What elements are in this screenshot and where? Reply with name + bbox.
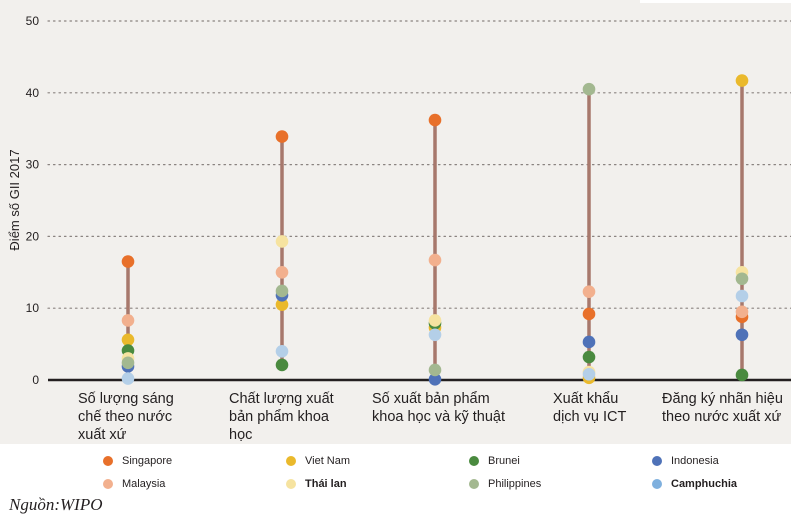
legend-swatch — [469, 479, 479, 489]
data-point — [121, 314, 135, 327]
legend-swatch — [469, 456, 479, 466]
category-label: bản phẩm khoa — [229, 409, 330, 425]
data-point — [735, 305, 749, 319]
data-point — [275, 284, 289, 298]
data-point — [582, 335, 596, 349]
legend-label: Indonesia — [671, 455, 719, 467]
data-point — [582, 285, 596, 298]
legend-label: Camphuchia — [671, 478, 738, 490]
category-label: chế theo nước — [78, 409, 172, 425]
legend-label: Malaysia — [122, 478, 166, 490]
data-point — [275, 266, 289, 279]
top-strip — [640, 0, 791, 3]
data-point — [582, 307, 596, 321]
data-point — [428, 363, 442, 377]
legend-label: Thái lan — [305, 478, 347, 490]
data-point — [121, 333, 135, 347]
legend-item: Thái lan — [286, 476, 347, 492]
data-point — [735, 368, 749, 382]
data-point — [275, 298, 289, 311]
legend-swatch — [286, 479, 296, 489]
data-point — [735, 328, 749, 342]
data-point — [275, 235, 289, 248]
y-tick-label: 0 — [32, 373, 39, 387]
data-point — [735, 272, 749, 286]
category-label: theo nước xuất xứ — [662, 409, 781, 425]
category-label: dịch vụ ICT — [553, 409, 626, 425]
data-point — [121, 372, 135, 385]
y-tick-label: 30 — [26, 158, 40, 172]
data-point — [121, 255, 135, 268]
data-point — [735, 289, 749, 303]
data-point — [275, 344, 289, 358]
y-tick-label: 40 — [26, 86, 40, 100]
category-label: khoa học và kỹ thuật — [372, 409, 505, 425]
legend-label: Viet Nam — [305, 455, 351, 467]
category-label: Số lượng sáng — [78, 391, 174, 407]
category-label: xuất xứ — [78, 427, 127, 443]
y-axis-label: Điểm số GII 2017 — [7, 149, 22, 250]
category-label: Đăng ký nhãn hiệu — [662, 391, 783, 407]
data-point — [582, 82, 596, 96]
plot-area: 0 10 20 30 40 50 Điểm số GII 2017 Số lượng sáng… — [0, 0, 791, 444]
legend-label: Philippines — [488, 478, 542, 490]
category-label: Chất lượng xuất — [229, 391, 334, 407]
legend-swatch — [652, 456, 662, 466]
legend-label: Singapore — [122, 455, 173, 467]
data-point — [275, 358, 289, 372]
data-point — [275, 130, 289, 143]
category-label: Xuất khẩu — [553, 391, 618, 407]
data-point — [582, 350, 596, 364]
data-point — [428, 253, 442, 267]
legend-item: Viet Nam — [286, 453, 350, 469]
legend-swatch — [103, 456, 113, 466]
source-note: Nguồn:WIPO — [9, 495, 103, 514]
y-tick-label: 50 — [26, 14, 40, 28]
legend-label: Brunei — [488, 455, 520, 467]
legend-item: Indonesia — [652, 453, 719, 469]
legend: Singapore Viet Nam Brunei Indonesia Malaysia… — [0, 444, 791, 498]
legend-item: Camphuchia — [652, 476, 737, 492]
data-point — [428, 113, 442, 127]
legend-swatch — [286, 456, 296, 466]
data-point — [428, 372, 442, 386]
legend-swatch — [103, 479, 113, 489]
legend-item: Brunei — [469, 453, 520, 469]
category-label: học — [229, 427, 252, 443]
chart-svg: 0 10 20 30 40 50 Điểm số GII 2017 Số lượng sáng… — [7, 14, 791, 443]
category-label: Số xuất bản phẩm — [372, 391, 490, 407]
legend-item: Singapore — [103, 453, 172, 469]
data-point — [428, 314, 442, 327]
data-point — [582, 367, 596, 381]
data-point — [428, 328, 442, 342]
data-point — [735, 74, 749, 87]
legend-swatch — [652, 479, 662, 489]
data-point — [121, 356, 135, 370]
y-tick-label: 10 — [26, 301, 40, 315]
y-tick-label: 20 — [26, 229, 40, 243]
legend-item: Philippines — [469, 476, 541, 492]
legend-item: Malaysia — [103, 476, 165, 492]
